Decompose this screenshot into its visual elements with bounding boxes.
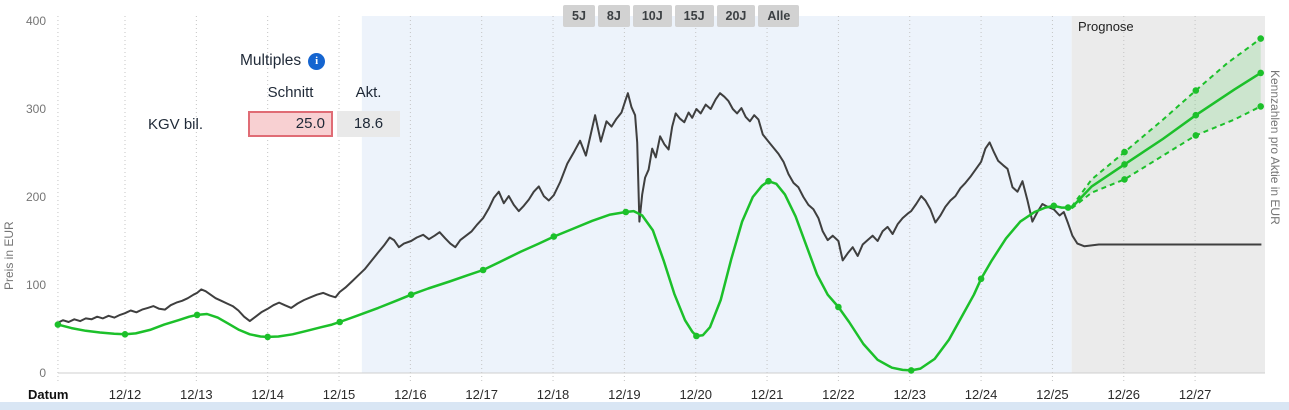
forecast-upper-line[interactable] — [1070, 37, 1262, 208]
forecast-label: Prognose — [1078, 19, 1134, 34]
fair-value-dot — [765, 177, 772, 185]
fair-value-dot — [193, 311, 201, 319]
fair-value-dot — [407, 291, 415, 299]
range-button-20j[interactable]: 20J — [716, 5, 756, 27]
fair-value-dot — [835, 303, 842, 311]
column-header-schnitt: Schnitt — [267, 84, 314, 101]
x-axis-title: Datum — [28, 387, 69, 402]
fair-value-dot — [54, 321, 62, 328]
range-button-15j[interactable]: 15J — [674, 5, 714, 27]
multiples-panel: Multiples i Schnitt Akt. KGV bil. 25.0 1… — [145, 52, 407, 137]
fair-value-dot — [121, 331, 129, 338]
y-axis-label-right: Kennzahlen pro Aktie in EUR — [1268, 70, 1282, 225]
fair-value-dot — [907, 367, 915, 374]
forecast-mid-line[interactable] — [1070, 71, 1262, 209]
fair-value-dot — [336, 318, 344, 326]
forecast-region — [1071, 16, 1266, 373]
highlight-region — [361, 16, 1072, 373]
fair-value-dot — [622, 208, 630, 216]
column-header-akt: Akt. — [355, 84, 382, 101]
forecast-band — [1071, 38, 1261, 209]
forecast-upper-dot — [1121, 148, 1128, 156]
y-axis-label-left: Preis in EUR — [2, 221, 16, 290]
forecast-mid-dot — [1121, 161, 1128, 168]
row-label-kgv: KGV bil. — [148, 115, 204, 133]
forecast-upper-dot — [1192, 87, 1200, 94]
fair-value-dot — [1064, 204, 1072, 211]
range-button-alle[interactable]: Alle — [758, 5, 800, 27]
timeline-strip[interactable] — [0, 402, 1289, 410]
multiples-row-kgv: KGV bil. 25.0 18.6 — [145, 111, 407, 137]
range-button-8j[interactable]: 8J — [597, 5, 630, 27]
range-buttons: 5J 8J 10J 15J 20J Alle — [563, 5, 800, 27]
fair-value-dot — [550, 233, 558, 240]
fair-value-dot — [693, 332, 700, 340]
range-button-10j[interactable]: 10J — [632, 5, 672, 27]
forecast-lower-dot — [1257, 103, 1264, 110]
fair-value-dot — [977, 275, 985, 283]
forecast-upper-dot — [1257, 35, 1264, 42]
forecast-mid-dot — [1257, 69, 1264, 77]
info-icon[interactable]: i — [308, 52, 326, 70]
multiples-column-headers: Schnitt Akt. — [145, 84, 407, 101]
forecast-lower-dot — [1121, 176, 1128, 183]
forecast-mid-dot — [1192, 111, 1200, 119]
fair-value-dot — [479, 266, 487, 274]
multiples-panel-header: Multiples i — [240, 52, 407, 70]
fair-value-dot — [1050, 202, 1058, 210]
forecast-lower-dot — [1192, 132, 1200, 139]
kgv-akt-cell: 18.6 — [337, 111, 400, 137]
range-button-5j[interactable]: 5J — [563, 5, 595, 27]
panel-title: Multiples — [240, 52, 302, 69]
kgv-schnitt-cell[interactable]: 25.0 — [248, 111, 333, 137]
price-line[interactable] — [57, 92, 1262, 324]
fair-value-dot — [264, 333, 272, 341]
